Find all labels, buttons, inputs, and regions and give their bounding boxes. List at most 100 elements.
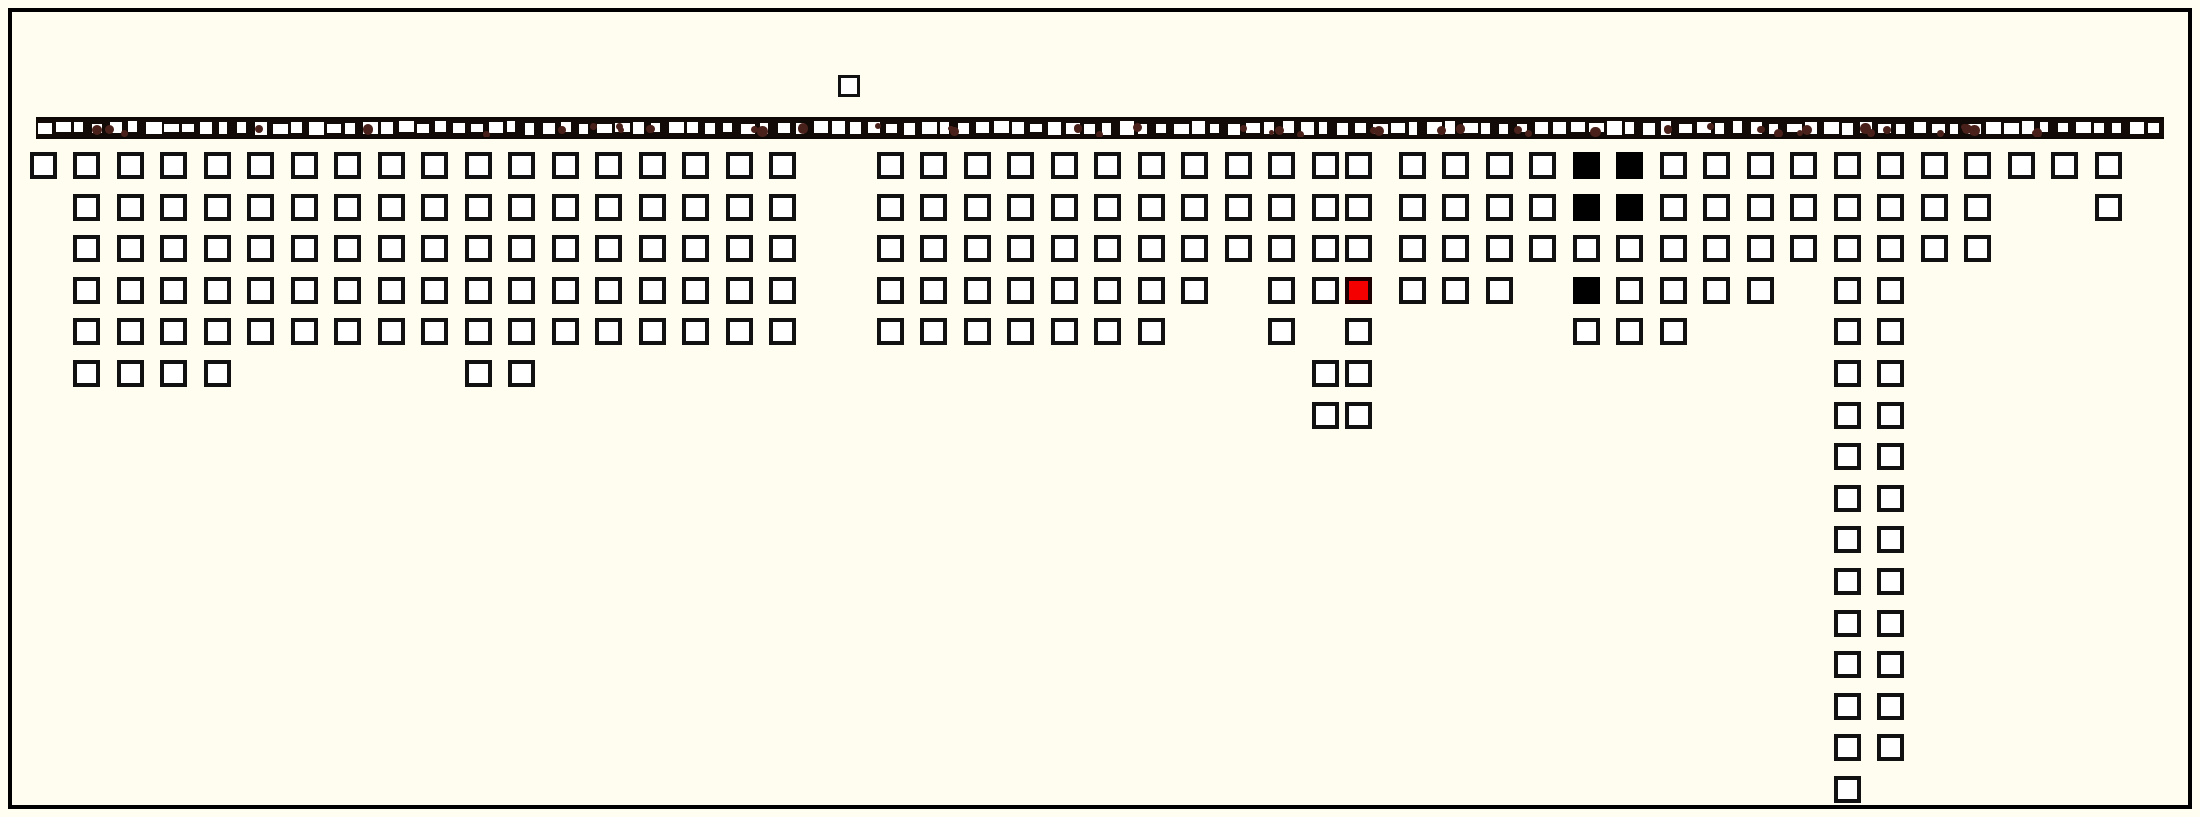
highlighted-marker[interactable]: [1573, 276, 1600, 304]
marker-cell[interactable]: [334, 318, 361, 346]
marker-cell[interactable]: [1877, 692, 1904, 720]
marker-cell[interactable]: [1877, 609, 1904, 637]
marker-cell[interactable]: [595, 193, 622, 221]
marker-cell[interactable]: [639, 276, 666, 304]
marker-cell[interactable]: [1877, 568, 1904, 595]
marker-cell[interactable]: [508, 193, 535, 221]
marker-cell[interactable]: [334, 193, 361, 221]
marker-cell[interactable]: [1703, 152, 1730, 179]
marker-cell[interactable]: [1181, 193, 1208, 221]
marker-cell[interactable]: [1486, 276, 1513, 304]
marker-cell[interactable]: [1442, 152, 1469, 179]
marker-cell[interactable]: [1399, 193, 1426, 221]
marker-cell[interactable]: [421, 152, 448, 179]
marker-cell[interactable]: [552, 152, 579, 179]
marker-cell[interactable]: [73, 276, 100, 304]
marker-cell[interactable]: [1094, 276, 1121, 304]
marker-cell[interactable]: [1345, 152, 1372, 179]
marker-cell[interactable]: [1442, 193, 1469, 221]
marker-cell[interactable]: [769, 318, 796, 346]
marker-cell[interactable]: [421, 235, 448, 263]
marker-cell[interactable]: [595, 152, 622, 179]
marker-cell[interactable]: [920, 276, 947, 304]
marker-cell[interactable]: [2008, 152, 2035, 179]
marker-cell[interactable]: [117, 360, 144, 387]
marker-cell[interactable]: [1573, 235, 1600, 263]
marker-cell[interactable]: [1138, 318, 1165, 346]
marker-cell[interactable]: [1834, 318, 1861, 346]
marker-cell[interactable]: [1268, 193, 1295, 221]
marker-cell[interactable]: [877, 276, 904, 304]
marker-cell[interactable]: [204, 193, 231, 221]
marker-cell[interactable]: [1877, 235, 1904, 263]
marker-cell[interactable]: [1094, 318, 1121, 346]
marker-cell[interactable]: [1399, 152, 1426, 179]
marker-cell[interactable]: [160, 276, 187, 304]
marker-cell[interactable]: [508, 318, 535, 346]
marker-cell[interactable]: [73, 360, 100, 387]
marker-cell[interactable]: [1834, 734, 1861, 762]
marker-cell[interactable]: [247, 276, 274, 304]
marker-cell[interactable]: [378, 276, 405, 304]
marker-cell[interactable]: [1486, 235, 1513, 263]
marker-cell[interactable]: [160, 152, 187, 179]
marker-cell[interactable]: [639, 193, 666, 221]
marker-cell[interactable]: [204, 235, 231, 263]
marker-cell[interactable]: [1834, 484, 1861, 512]
marker-cell[interactable]: [1834, 776, 1861, 803]
marker-cell[interactable]: [1094, 152, 1121, 179]
marker-cell[interactable]: [291, 276, 318, 304]
marker-cell[interactable]: [204, 276, 231, 304]
marker-cell[interactable]: [964, 152, 991, 179]
marker-cell[interactable]: [1094, 235, 1121, 263]
marker-cell[interactable]: [1312, 401, 1339, 429]
marker-cell[interactable]: [1268, 318, 1295, 346]
marker-cell[interactable]: [247, 152, 274, 179]
marker-cell[interactable]: [1964, 152, 1991, 179]
marker-cell[interactable]: [1573, 318, 1600, 346]
marker-cell[interactable]: [639, 152, 666, 179]
marker-cell[interactable]: [1964, 235, 1991, 263]
marker-cell[interactable]: [1877, 276, 1904, 304]
marker-cell[interactable]: [465, 360, 492, 387]
marker-cell[interactable]: [508, 235, 535, 263]
marker-cell[interactable]: [552, 235, 579, 263]
marker-cell[interactable]: [920, 193, 947, 221]
marker-cell[interactable]: [1921, 235, 1948, 263]
marker-cell[interactable]: [160, 235, 187, 263]
marker-cell[interactable]: [1345, 318, 1372, 346]
marker-cell[interactable]: [639, 318, 666, 346]
marker-cell[interactable]: [1138, 235, 1165, 263]
marker-cell[interactable]: [1660, 276, 1687, 304]
marker-cell[interactable]: [1138, 193, 1165, 221]
marker-cell[interactable]: [1877, 360, 1904, 387]
marker-cell[interactable]: [595, 276, 622, 304]
marker-cell[interactable]: [1345, 360, 1372, 387]
marker-cell[interactable]: [726, 276, 753, 304]
highlighted-marker[interactable]: [1573, 193, 1600, 221]
marker-cell[interactable]: [160, 193, 187, 221]
marker-cell[interactable]: [877, 193, 904, 221]
marker-cell[interactable]: [1051, 318, 1078, 346]
marker-cell[interactable]: [769, 193, 796, 221]
marker-cell[interactable]: [1964, 193, 1991, 221]
marker-cell[interactable]: [726, 318, 753, 346]
marker-cell[interactable]: [552, 193, 579, 221]
marker-cell[interactable]: [1225, 193, 1252, 221]
marker-cell[interactable]: [769, 276, 796, 304]
marker-cell[interactable]: [1007, 235, 1034, 263]
marker-cell[interactable]: [769, 152, 796, 179]
marker-cell[interactable]: [1834, 651, 1861, 679]
marker-cell[interactable]: [1225, 235, 1252, 263]
marker-cell[interactable]: [682, 276, 709, 304]
marker-cell[interactable]: [334, 276, 361, 304]
marker-cell[interactable]: [465, 318, 492, 346]
marker-cell[interactable]: [1007, 193, 1034, 221]
marker-cell[interactable]: [1790, 193, 1817, 221]
marker-cell[interactable]: [465, 152, 492, 179]
marker-cell[interactable]: [291, 235, 318, 263]
marker-cell[interactable]: [1834, 526, 1861, 554]
marker-cell[interactable]: [73, 193, 100, 221]
selected-marker[interactable]: [1345, 276, 1372, 304]
marker-cell[interactable]: [1094, 193, 1121, 221]
